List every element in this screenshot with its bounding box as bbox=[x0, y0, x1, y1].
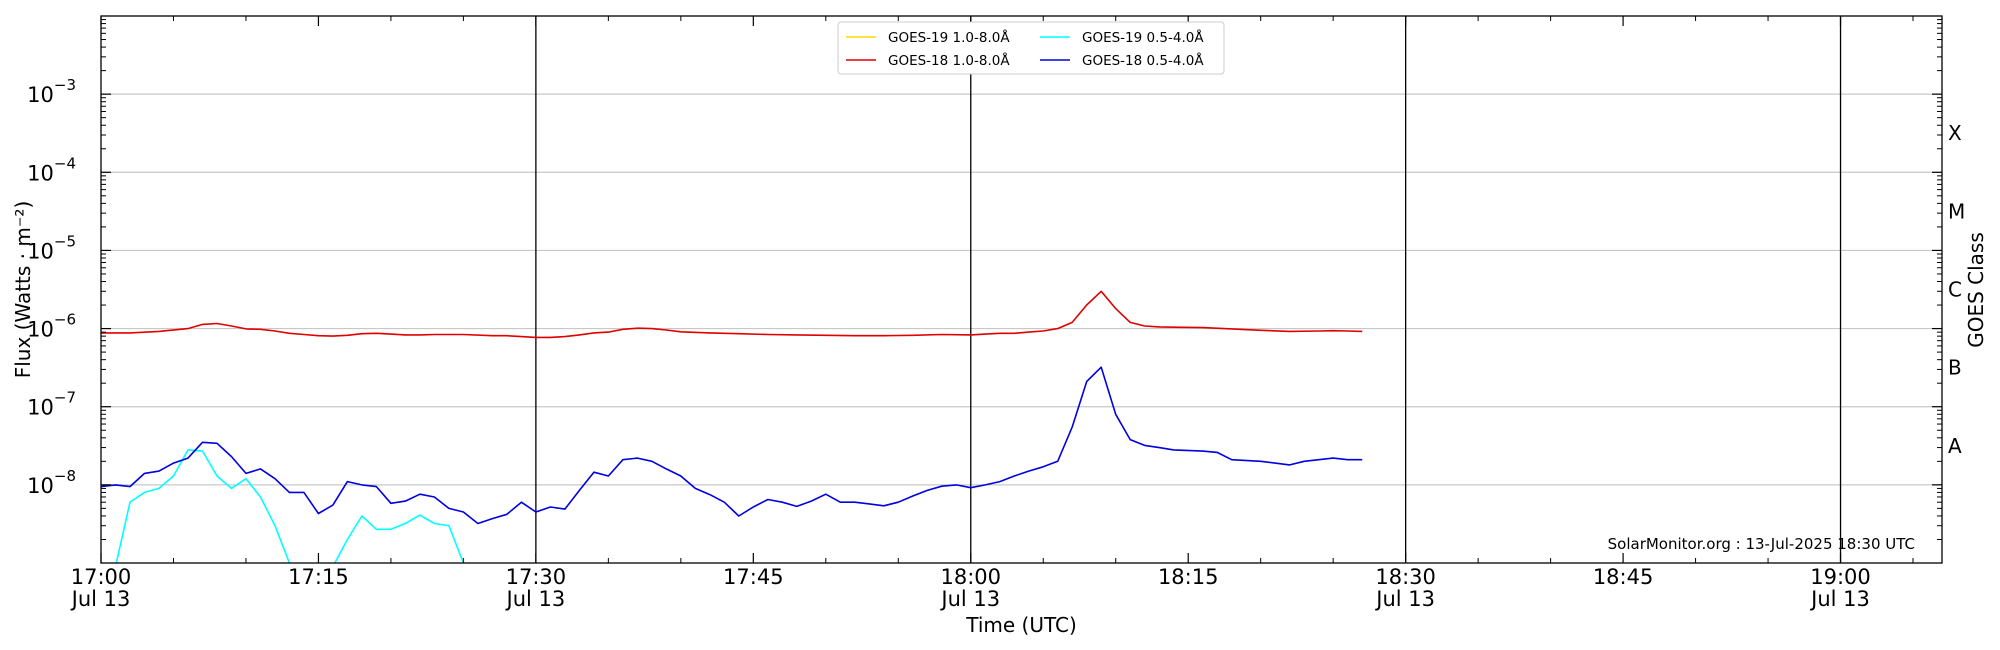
plot-frame bbox=[100, 15, 1943, 564]
axis-ticks bbox=[100, 16, 1942, 563]
y2-axis-title: GOES Class bbox=[1964, 232, 1988, 348]
goes-class-labels: A B C M X bbox=[1948, 121, 1965, 458]
goes-class-label: B bbox=[1948, 356, 1962, 380]
goes-class-label: C bbox=[1948, 278, 1962, 302]
y-tick-label: 10−7 bbox=[27, 389, 76, 420]
x-tick-label: 18:30 bbox=[1375, 565, 1436, 589]
legend-entry: GOES-19 1.0-8.0Å bbox=[888, 29, 1010, 46]
series-line-2 bbox=[115, 449, 467, 563]
series-line-3 bbox=[101, 366, 1363, 525]
goes-class-label: M bbox=[1948, 199, 1965, 223]
x-tick-date-label: Jul 13 bbox=[1809, 587, 1870, 611]
series-line-1 bbox=[101, 290, 1363, 339]
x-tick-label: 18:00 bbox=[940, 565, 1001, 589]
x-tick-date-label: Jul 13 bbox=[1374, 587, 1435, 611]
x-tick-label: 17:00 bbox=[71, 565, 132, 589]
x-tick-label: 18:15 bbox=[1158, 565, 1219, 589]
x-tick-label: 17:45 bbox=[723, 565, 784, 589]
legend-entry: GOES-18 1.0-8.0Å bbox=[888, 52, 1010, 69]
legend: GOES-19 1.0-8.0Å GOES-18 1.0-8.0Å GOES-19 … bbox=[837, 21, 1225, 75]
gridlines bbox=[101, 93, 1942, 486]
x-tick-date-label: Jul 13 bbox=[939, 587, 1000, 611]
x-tick-label: 17:15 bbox=[288, 565, 349, 589]
x-tick-label: 19:00 bbox=[1810, 565, 1871, 589]
goes-class-label: A bbox=[1948, 434, 1962, 458]
y-axis-title: Flux (Watts · m⁻²) bbox=[11, 201, 35, 379]
credit-text: SolarMonitor.org : 13-Jul-2025 18:30 UTC bbox=[1608, 535, 1915, 553]
y-tick-label: 10−4 bbox=[27, 154, 76, 185]
legend-entry: GOES-18 0.5-4.0Å bbox=[1082, 52, 1204, 69]
goes-class-label: X bbox=[1948, 121, 1962, 145]
x-axis-title: Time (UTC) bbox=[965, 613, 1077, 637]
x-tick-date-label: Jul 13 bbox=[505, 587, 566, 611]
x-tick-label: 18:45 bbox=[1593, 565, 1654, 589]
day-boundary-lines bbox=[535, 16, 1842, 563]
y-tick-label: 10−3 bbox=[27, 76, 76, 107]
series-lines bbox=[101, 290, 1363, 563]
legend-entry: GOES-19 0.5-4.0Å bbox=[1082, 29, 1204, 46]
y-tick-label: 10−8 bbox=[27, 467, 76, 498]
legend-box bbox=[837, 21, 1225, 75]
x-tick-label: 17:30 bbox=[506, 565, 567, 589]
x-tick-date-label: Jul 13 bbox=[70, 587, 131, 611]
